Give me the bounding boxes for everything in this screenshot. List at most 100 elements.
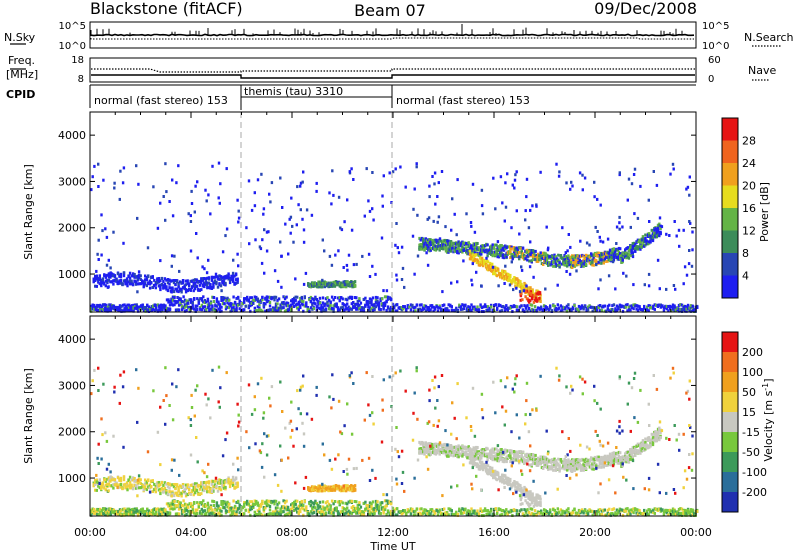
power-cell: [534, 305, 536, 308]
power-cell: [112, 283, 114, 286]
power-cell: [569, 188, 571, 191]
power-cell: [600, 262, 602, 265]
power-cell: [585, 263, 587, 266]
velocity-cell: [178, 512, 180, 515]
nsky-label: N.Sky: [4, 31, 36, 44]
power-cell: [237, 264, 239, 267]
power-cell: [313, 307, 315, 310]
power-cell: [599, 278, 601, 281]
power-cell: [226, 167, 228, 170]
power-cell: [196, 285, 198, 288]
power-cell: [637, 217, 639, 220]
power-cell: [619, 228, 621, 231]
power-cell: [150, 282, 152, 285]
power-cell: [520, 304, 522, 307]
power-cell: [630, 226, 632, 229]
velocity-cell: [410, 512, 412, 515]
power-cell: [232, 259, 234, 262]
power-cell: [167, 289, 169, 292]
power-cell: [200, 288, 202, 291]
power-cell: [101, 229, 103, 232]
power-cell: [343, 281, 345, 284]
power-cell: [208, 276, 210, 279]
power-cell: [179, 297, 181, 300]
power-cell: [504, 265, 506, 268]
power-cell: [331, 264, 333, 267]
power-cell: [194, 185, 196, 188]
power-cell: [100, 213, 102, 216]
velocity-cell: [632, 511, 634, 514]
power-cell: [561, 226, 563, 229]
power-cell: [276, 302, 278, 305]
power-cell: [476, 242, 478, 245]
power-cell: [262, 213, 264, 216]
power-cell: [685, 188, 687, 191]
freq-tick-high: 18: [71, 55, 84, 66]
power-cell: [138, 270, 140, 273]
power-cell: [346, 269, 348, 272]
power-cell: [596, 198, 598, 201]
power-cell: [331, 296, 333, 299]
power-cell: [257, 178, 259, 181]
power-cell: [366, 167, 368, 170]
power-cell: [238, 210, 240, 213]
power-cell: [374, 273, 376, 276]
nave-label: Nave: [748, 64, 776, 77]
power-cell: [105, 284, 107, 287]
power-cell: [470, 225, 472, 228]
power-cell: [474, 231, 476, 234]
power-cell: [657, 227, 659, 230]
velocity-cell: [379, 512, 381, 515]
power-cell: [527, 299, 529, 302]
power-cell: [622, 258, 624, 261]
power-cell: [469, 250, 471, 253]
power-cell: [412, 235, 414, 238]
power-cell: [120, 273, 122, 276]
velocity-cell: [479, 507, 481, 510]
power-cell: [588, 244, 590, 247]
velocity-cell: [295, 503, 297, 506]
power-cell: [674, 288, 676, 291]
power-cell: [678, 245, 680, 248]
velocity-cell: [604, 509, 606, 512]
power-cell: [220, 306, 222, 309]
power-cell: [96, 253, 98, 256]
power-cell: [648, 284, 650, 287]
power-cell: [254, 191, 256, 194]
power-cell: [516, 209, 518, 212]
power-cell: [684, 265, 686, 268]
power-cell: [410, 308, 412, 311]
power-cell: [529, 209, 531, 212]
power-cell: [634, 250, 636, 253]
power-cell: [219, 182, 221, 185]
power-cell: [322, 239, 324, 242]
power-cell: [182, 295, 184, 298]
power-cell: [108, 259, 110, 262]
power-cell: [378, 303, 380, 306]
power-cell: [113, 182, 115, 185]
power-cell: [228, 299, 230, 302]
power-cell: [198, 301, 200, 304]
power-ylabel: Slant Range [km]: [22, 164, 35, 260]
velocity-cell: [220, 510, 222, 513]
velocity-cell: [120, 477, 122, 480]
power-cell: [492, 177, 494, 180]
power-cell: [614, 287, 616, 290]
velocity-cell: [429, 512, 431, 515]
power-cell: [285, 296, 287, 299]
y-tick-label: 4000: [58, 129, 86, 142]
power-cell: [526, 178, 528, 181]
power-cell: [673, 284, 675, 287]
power-cell: [661, 225, 663, 228]
power-cell: [106, 264, 108, 267]
power-cell: [463, 307, 465, 310]
power-cell: [604, 305, 606, 308]
power-cell: [136, 290, 138, 293]
power-cell: [565, 251, 567, 254]
velocity-cell: [202, 499, 204, 502]
velocity-cell: [625, 510, 627, 513]
power-cell: [653, 170, 655, 173]
power-cell: [196, 308, 198, 311]
power-cell: [263, 272, 265, 275]
power-cell: [628, 257, 630, 260]
